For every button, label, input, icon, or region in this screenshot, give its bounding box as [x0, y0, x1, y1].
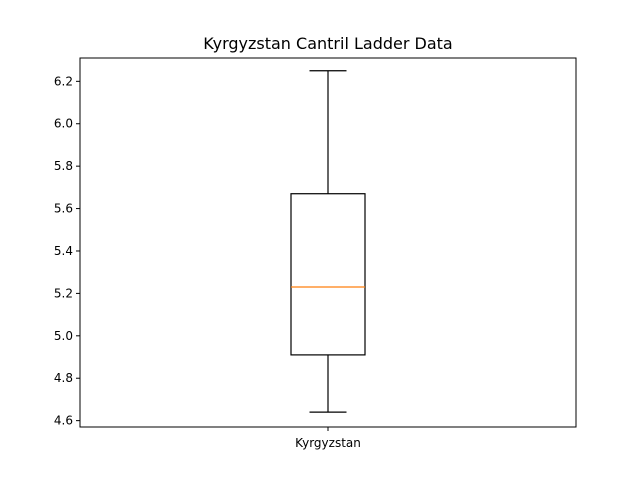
y-tick-label: 5.4: [54, 244, 73, 258]
iqr-box: [290, 193, 366, 356]
plot-area: 4.6 4.8 5.0 5.2 5.4 5.6 5.8 6.0 6.2 Kyrgyzstan: [54, 57, 577, 450]
y-tick-label: 5.2: [54, 286, 73, 300]
axes-frame: [79, 57, 577, 428]
y-tick-label: 5.0: [54, 329, 73, 343]
y-tick-label: 6.2: [54, 74, 73, 88]
y-tick-label: 5.6: [54, 202, 73, 216]
y-tick-label: 5.8: [54, 159, 73, 173]
y-tick-label: 6.0: [54, 117, 73, 131]
x-tick-label: Kyrgyzstan: [295, 436, 361, 450]
y-tick-label: 4.6: [54, 414, 73, 428]
y-tick-label: 4.8: [54, 371, 73, 385]
chart-title: Kyrgyzstan Cantril Ladder Data: [203, 34, 452, 53]
